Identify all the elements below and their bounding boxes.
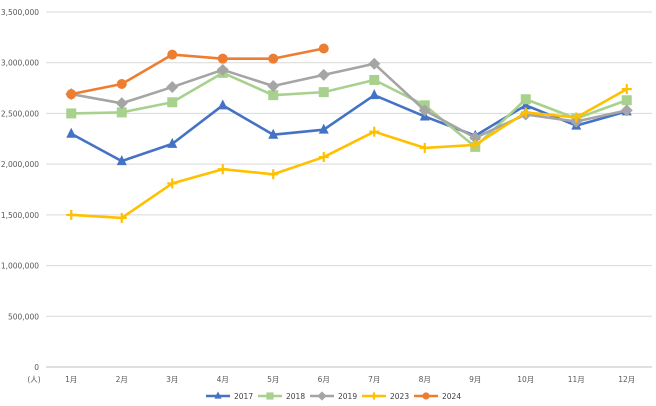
data-point [267,80,280,93]
data-point [369,74,380,85]
data-point [318,152,329,163]
x-tick-label: 9月 [469,375,481,384]
data-point [268,90,279,101]
data-point [116,155,127,166]
data-point [520,99,531,110]
data-point [116,107,127,118]
data-point [214,391,222,399]
legend-label: 2023 [390,392,409,401]
data-point [116,79,127,90]
gridlines [46,11,652,368]
data-point [268,53,279,64]
legend-item-2017: 2017 [206,391,253,401]
series-line [71,71,628,149]
x-tick-label: 3月 [166,375,178,384]
series-2017 [66,89,632,166]
data-point [520,94,531,105]
data-point [419,142,430,153]
data-point [317,68,330,81]
series-2023 [66,84,632,223]
data-point [520,107,531,118]
data-point [369,89,380,100]
data-point [268,169,279,180]
x-tick-label: 1月 [65,375,77,384]
x-tick-label: 10月 [517,375,534,384]
x-tick-label: 2月 [116,375,128,384]
x-tick-label: 5月 [267,375,279,384]
data-point [620,104,633,117]
data-point [369,126,380,137]
data-point [621,84,632,95]
data-point [167,178,178,189]
legend-label: 2024 [442,392,461,401]
data-point [217,99,228,110]
x-tick-label: 8月 [419,375,431,384]
data-point [166,81,179,94]
data-point [422,392,430,400]
data-point [418,104,431,117]
data-point [318,43,329,54]
y-tick-label: 3,000,000 [1,59,39,68]
series-lines [65,43,633,223]
y-tick-label: 3,500,000 [1,8,39,17]
series-line [71,62,628,140]
series-2024 [66,43,329,100]
series-2018 [66,67,632,152]
legend-item-2018: 2018 [258,392,305,401]
data-point [115,97,128,110]
series-2019 [65,57,633,144]
data-point [469,131,482,144]
x-tick-label: 6月 [318,375,330,384]
data-point [621,95,632,106]
data-point [216,63,229,76]
data-point [66,127,77,138]
data-point [368,57,381,70]
y-tick-label: 2,000,000 [1,160,39,169]
y-tick-label: 1,000,000 [1,262,39,271]
x-tick-label: 4月 [217,375,229,384]
series-line [70,93,628,163]
series-line [71,87,628,220]
data-point [116,212,127,223]
data-point [317,391,327,401]
y-tick-label: 500,000 [8,312,39,321]
data-point [167,49,178,60]
legend-label: 2019 [338,392,357,401]
data-point [571,112,582,123]
data-point [370,392,378,400]
data-point [470,139,481,150]
data-point [318,87,329,98]
data-point [217,164,228,175]
legend-item-2024: 2024 [414,392,461,401]
y-axis-tick-labels: 0 500,000 1,000,000 1,500,000 2,000,000 2,500… [1,8,39,372]
y-tick-label: 0 [34,363,39,372]
data-point [66,209,77,220]
series-line [70,47,325,96]
legend-item-2019: 2019 [310,391,357,401]
data-point [167,97,178,108]
x-axis-tick-labels: (人) 1月 2月 3月 4月 5月 6月 7月 8月 9月 10月 11月 12月 [27,375,635,384]
legend-item-2023: 2023 [362,392,409,401]
x-tick-label: 12月 [618,375,635,384]
legend-label: 2017 [234,392,253,401]
data-point [268,128,279,139]
data-point [167,137,178,148]
data-point [66,108,77,119]
x-tick-label: 11月 [568,375,585,384]
data-point [318,123,329,134]
x-tick-label: 7月 [368,375,380,384]
data-point [66,89,77,100]
data-point [266,392,274,400]
legend: 2017 2018 2019 2023 2024 [206,391,461,401]
y-tick-label: 1,500,000 [1,211,39,220]
legend-label: 2018 [286,392,305,401]
data-point [217,53,228,64]
y-axis-unit-label: (人) [27,375,40,384]
y-tick-label: 2,500,000 [1,109,39,118]
